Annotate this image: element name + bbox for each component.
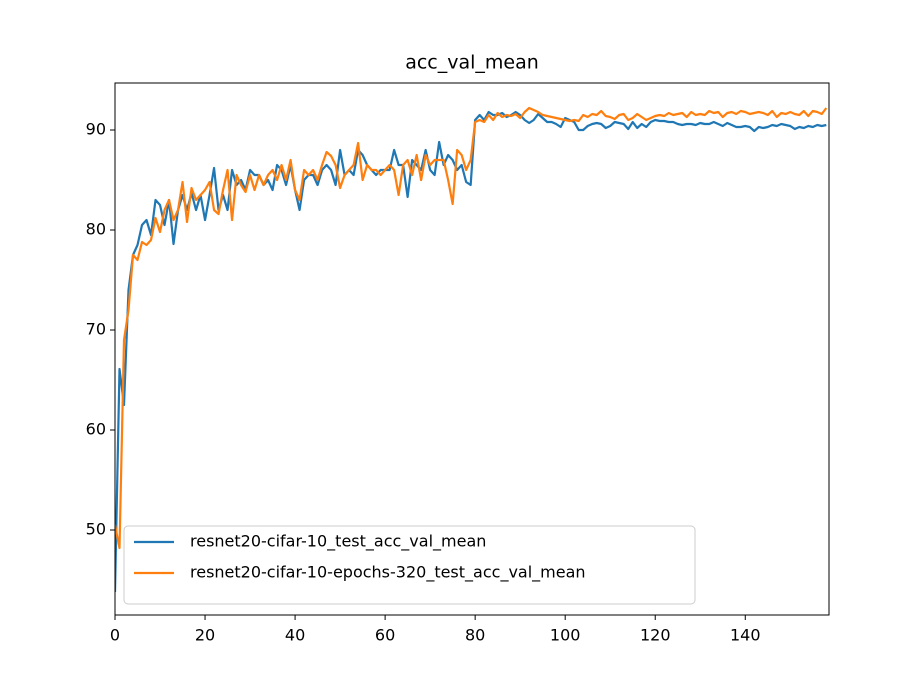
x-tick-label: 140 (730, 626, 761, 645)
y-tick-label: 50 (86, 520, 106, 539)
x-tick-label: 40 (285, 626, 305, 645)
chart-title: acc_val_mean (405, 52, 539, 74)
x-tick-label: 80 (465, 626, 485, 645)
y-tick-label: 60 (86, 420, 106, 439)
series-line (115, 110, 827, 593)
plot-frame (114, 82, 830, 616)
y-tick-label: 90 (86, 120, 106, 139)
y-tick-label: 80 (86, 220, 106, 239)
series-line (115, 106, 828, 550)
x-tick-label: 60 (375, 626, 395, 645)
legend-box (123, 525, 696, 605)
legend-label: resnet20-cifar-10-epochs-320_test_acc_va… (190, 563, 586, 583)
y-tick-label: 70 (86, 320, 106, 339)
x-tick-label: 20 (195, 626, 215, 645)
x-tick-label: 0 (110, 626, 120, 645)
x-tick-label: 120 (640, 626, 671, 645)
x-tick-label: 100 (550, 626, 581, 645)
legend-label: resnet20-cifar-10_test_acc_val_mean (190, 532, 486, 552)
